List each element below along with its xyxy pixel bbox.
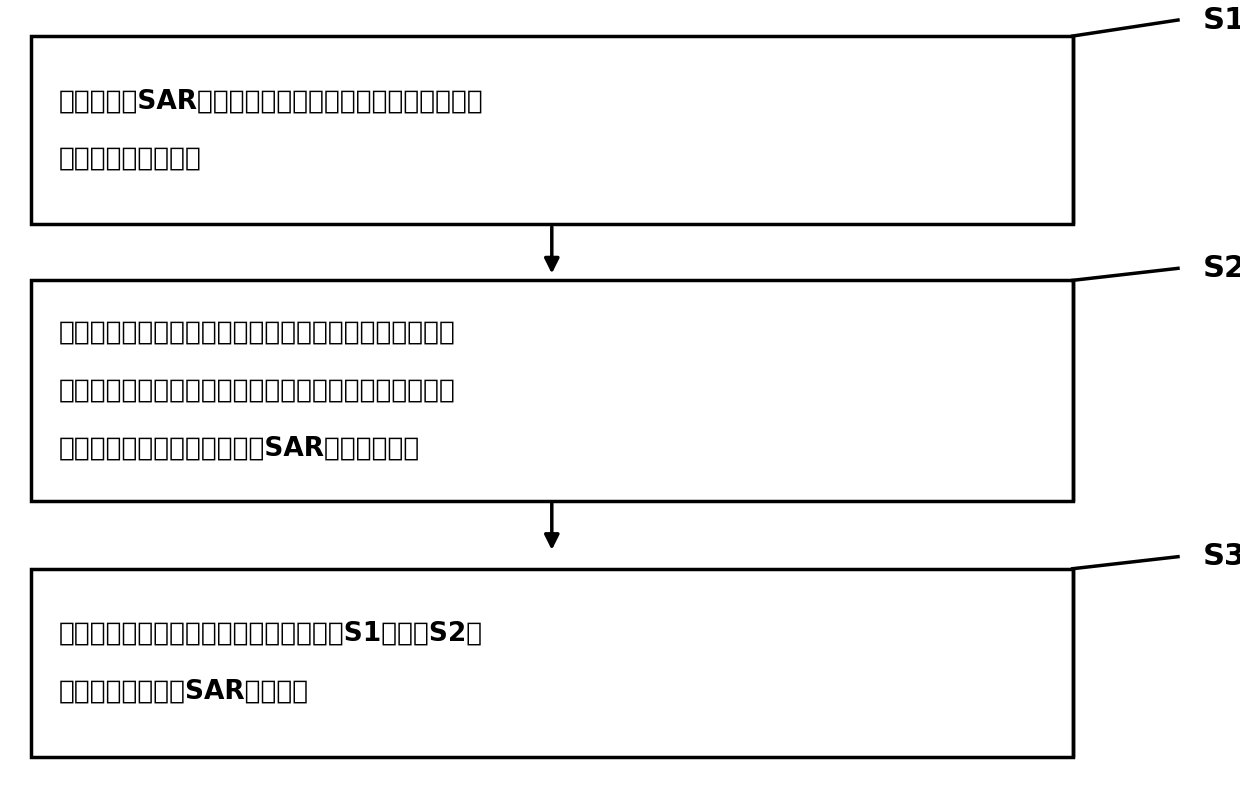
Text: 对接收到的SAR回波数据进行一比特量化，得到一比特量: 对接收到的SAR回波数据进行一比特量化，得到一比特量: [58, 88, 484, 115]
FancyBboxPatch shape: [31, 569, 1073, 757]
Text: 在脉冲持续发射的时间内，重复上述步骤S1和步骤S2，: 在脉冲持续发射的时间内，重复上述步骤S1和步骤S2，: [58, 621, 482, 647]
Text: 按照预设移位数，将一比特量化后的回波数据序列中的各: 按照预设移位数，将一比特量化后的回波数据序列中的各: [58, 320, 455, 346]
Text: 个数据値分别与预先设定匹配滤波器序列中的数据値进行: 个数据値分别与预先设定匹配滤波器序列中的数据値进行: [58, 377, 455, 404]
Text: 卷积运算，得到卷积运算后的SAR回波数据序列: 卷积运算，得到卷积运算后的SAR回波数据序列: [58, 435, 419, 461]
Text: S1: S1: [1203, 6, 1240, 34]
Text: S2: S2: [1203, 254, 1240, 283]
Text: S3: S3: [1203, 542, 1240, 571]
FancyBboxPatch shape: [31, 36, 1073, 224]
Text: 化后的回波数据序列: 化后的回波数据序列: [58, 146, 201, 172]
FancyBboxPatch shape: [31, 280, 1073, 501]
Text: 得到匹配滤波后的SAR回波数据: 得到匹配滤波后的SAR回波数据: [58, 678, 309, 705]
